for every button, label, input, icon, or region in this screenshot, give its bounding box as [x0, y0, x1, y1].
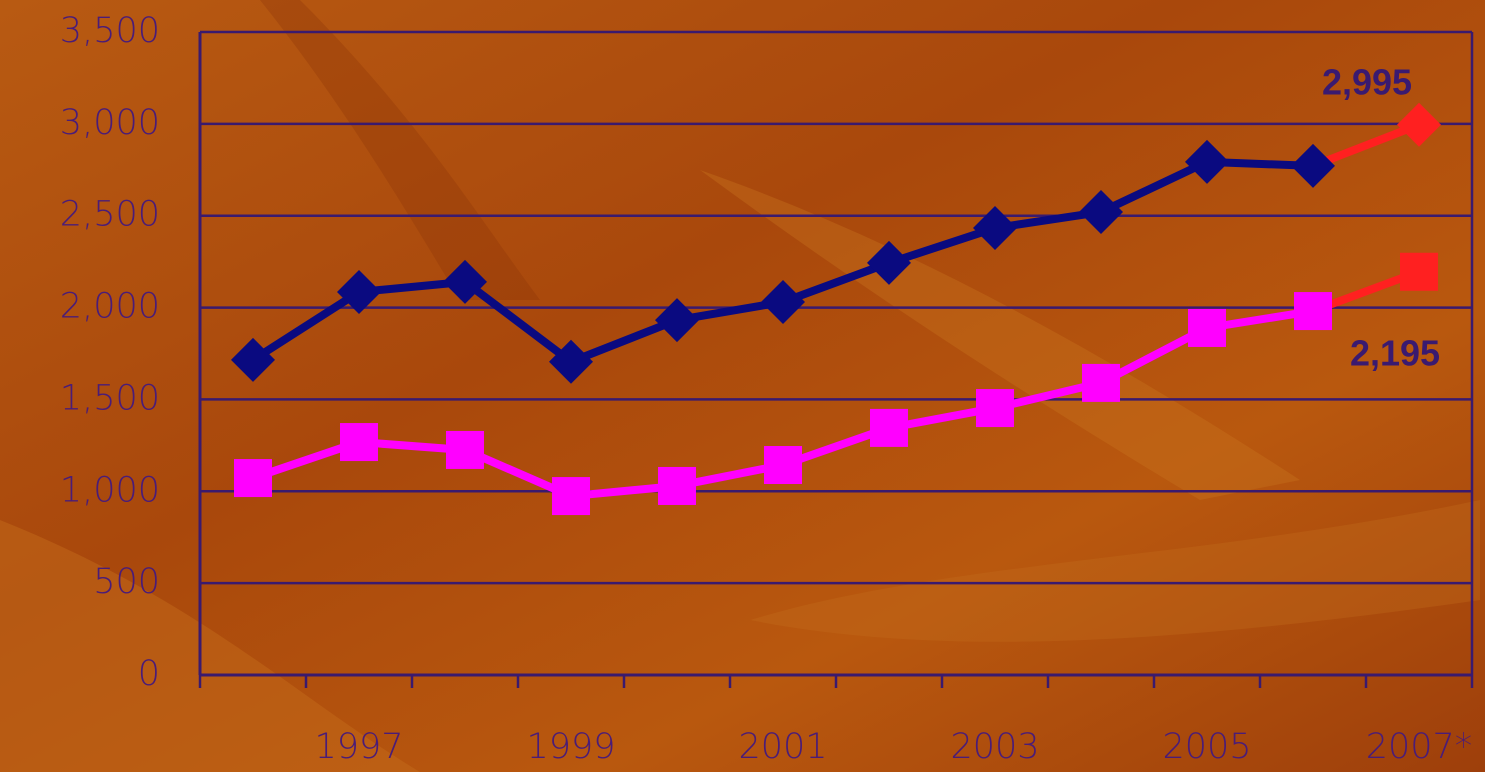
x-tick-label: 1997	[314, 727, 403, 767]
marker	[1294, 292, 1332, 331]
marker	[1079, 190, 1123, 235]
marker	[1082, 363, 1120, 402]
series-line	[1311, 121, 1421, 170]
x-tick-label: 2003	[950, 727, 1039, 767]
marker	[549, 339, 593, 384]
marker	[231, 337, 275, 382]
marker	[446, 430, 484, 469]
marker	[973, 206, 1017, 251]
y-tick-label: 1,500	[60, 378, 160, 418]
marker	[870, 408, 908, 447]
marker	[1397, 102, 1441, 147]
background-leaf	[750, 500, 1480, 642]
marker	[1291, 143, 1335, 188]
marker	[761, 280, 805, 325]
y-tick-label: 1,000	[60, 470, 160, 510]
x-tick-label: 2001	[738, 727, 827, 767]
marker	[1188, 308, 1226, 347]
value-label: 2,995	[1322, 61, 1412, 102]
background-leaf	[260, 0, 540, 300]
y-tick-label: 2,000	[60, 287, 160, 327]
x-tick-label: 2007*	[1366, 727, 1473, 767]
plot-area: 0 500 1,000 1,500 2,000 2,500 3,000 3,500 1997 19…	[60, 11, 1474, 767]
y-tick-label: 3,500	[60, 11, 160, 51]
marker	[658, 466, 696, 505]
y-tick-label: 3,000	[60, 103, 160, 143]
marker	[234, 459, 272, 498]
marker	[655, 298, 699, 343]
y-tick-label: 500	[93, 562, 160, 602]
marker	[976, 389, 1014, 428]
background-leaf	[0, 520, 420, 772]
marker	[443, 259, 487, 304]
marker	[340, 423, 378, 462]
marker	[1400, 252, 1438, 291]
y-tick-label: 2,500	[60, 195, 160, 235]
x-tick-label: 2005	[1162, 727, 1251, 767]
marker	[867, 240, 911, 285]
marker	[552, 477, 590, 516]
background-leaf	[700, 170, 1300, 500]
value-label: 2,195	[1350, 332, 1440, 373]
y-tick-label: 0	[138, 654, 160, 694]
marker	[1185, 139, 1229, 184]
x-tick-label: 1999	[526, 727, 615, 767]
marker	[764, 446, 802, 485]
marker	[337, 269, 381, 314]
